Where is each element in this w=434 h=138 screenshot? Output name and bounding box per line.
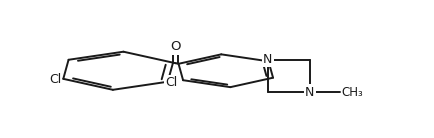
Text: CH₃: CH₃ [342,86,363,99]
Text: Cl: Cl [166,76,178,89]
Text: Cl: Cl [49,73,61,86]
Text: N: N [263,53,273,66]
Text: O: O [171,40,181,53]
Text: N: N [305,86,315,99]
